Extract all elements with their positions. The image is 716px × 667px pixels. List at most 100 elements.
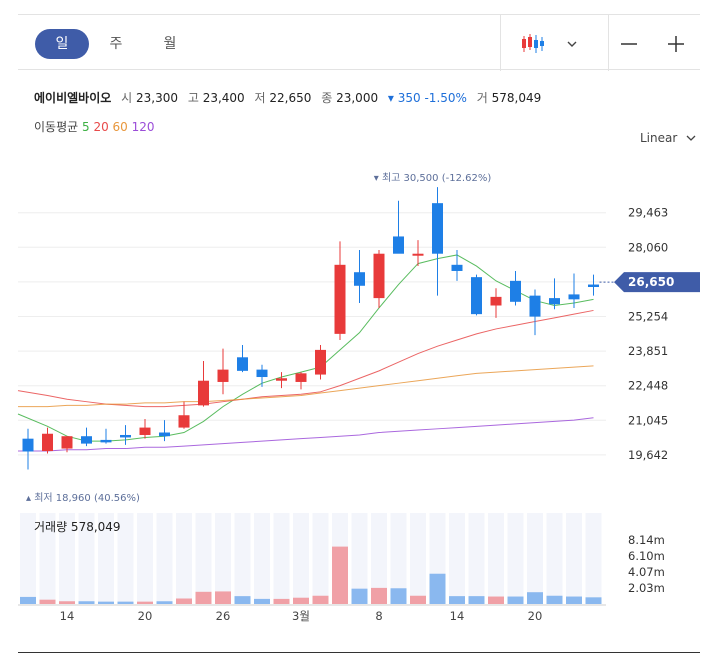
ma-line-ma120 xyxy=(18,417,594,452)
volume-bg xyxy=(215,513,231,604)
volume-label: 거 xyxy=(476,91,488,105)
volume-bg xyxy=(117,513,134,604)
x-tick-label: 26 xyxy=(216,609,231,623)
volume-bg xyxy=(176,513,192,604)
toolbar-divider-2 xyxy=(608,15,609,71)
candle-body xyxy=(22,438,34,452)
volume-bar xyxy=(566,596,582,604)
zoom-out-button[interactable] xyxy=(618,33,640,55)
candle-body xyxy=(393,236,404,254)
candle-body xyxy=(354,272,365,286)
volume-bg xyxy=(293,513,309,604)
chart-type-button[interactable] xyxy=(518,33,550,55)
candle-body xyxy=(373,253,385,299)
y-tick-label: 28,060 xyxy=(628,240,668,254)
scale-selector[interactable]: Linear xyxy=(640,131,697,145)
toolbar-divider xyxy=(500,15,501,71)
volume-bar xyxy=(176,598,192,604)
volume-bg xyxy=(20,513,36,604)
volume-value: 578,049 xyxy=(491,91,542,105)
volume-bar xyxy=(98,601,114,604)
volume-bg xyxy=(507,513,524,604)
volume-bar xyxy=(195,591,212,604)
volume-bg xyxy=(234,513,251,604)
volume-bar xyxy=(390,588,407,604)
high-label: 고 xyxy=(187,91,199,105)
volume-title: 거래량 578,049 xyxy=(34,520,121,534)
ma-line-ma60 xyxy=(18,365,594,408)
volume-tick-label: 8.14m xyxy=(628,533,665,547)
chevron-down-icon[interactable] xyxy=(562,33,582,55)
scale-label: Linear xyxy=(640,131,678,145)
candle-body xyxy=(256,369,268,378)
candle-body xyxy=(276,378,287,381)
candle-body xyxy=(451,264,463,271)
close-value: 23,000 xyxy=(336,91,379,105)
volume-bar xyxy=(546,595,563,604)
volume-bar xyxy=(585,597,602,604)
candle-body xyxy=(315,349,326,375)
zoom-in-button[interactable] xyxy=(665,33,687,55)
candle-body xyxy=(529,295,541,317)
volume-bg xyxy=(566,513,582,604)
volume-bar xyxy=(273,598,290,604)
ma-legend-item: 120 xyxy=(127,120,155,134)
volume-tick-label: 6.10m xyxy=(628,549,665,563)
volume-bar xyxy=(312,595,329,604)
volume-bar xyxy=(20,596,36,604)
chevron-down-icon xyxy=(686,135,696,141)
volume-bg xyxy=(351,513,368,604)
tab-day[interactable]: 일 xyxy=(35,29,89,59)
volume-bar xyxy=(332,546,348,604)
volume-bg xyxy=(312,513,329,604)
volume-bar xyxy=(488,596,504,604)
volume-bg xyxy=(488,513,504,604)
tab-month[interactable]: 월 xyxy=(163,36,177,52)
candle-body xyxy=(178,415,190,428)
candlestick-icon xyxy=(522,34,544,53)
volume-bar xyxy=(449,596,465,604)
candle-body xyxy=(295,373,307,382)
volume-bar xyxy=(215,591,231,604)
minus-icon xyxy=(621,43,637,45)
candle-body xyxy=(237,357,248,371)
stock-name: 에이비엘바이오 xyxy=(34,91,112,105)
candle-body xyxy=(432,203,443,254)
volume-bar xyxy=(59,601,75,604)
volume-bar xyxy=(156,601,173,604)
volume-bg xyxy=(273,513,290,604)
candle-body xyxy=(120,434,131,438)
close-label: 종 xyxy=(321,91,333,105)
volume-bg xyxy=(410,513,426,604)
low-label: 저 xyxy=(254,91,266,105)
candle-body xyxy=(42,433,53,452)
volume-bar xyxy=(351,588,368,604)
low-value: 22,650 xyxy=(269,91,312,105)
volume-bg xyxy=(429,513,446,604)
y-tick-label: 19,642 xyxy=(628,448,668,462)
candle-body xyxy=(198,380,209,406)
volume-bar xyxy=(117,601,134,604)
high-value: 23,400 xyxy=(202,91,245,105)
volume-bar xyxy=(527,592,543,604)
volume-bar xyxy=(410,595,426,604)
current-price-badge xyxy=(614,272,700,293)
volume-bg xyxy=(137,513,153,604)
volume-bar xyxy=(429,573,446,604)
tab-week[interactable]: 주 xyxy=(109,36,123,52)
ma-legend-item: 5 xyxy=(82,120,90,134)
stock-summary: 에이비엘바이오 시 23,300 고 23,400 저 22,650 종 23,… xyxy=(34,89,547,106)
x-tick-label: 8 xyxy=(375,609,382,623)
change-value: ▾ 350 -1.50% xyxy=(387,91,467,105)
volume-bg xyxy=(39,513,56,604)
y-tick-label: 25,254 xyxy=(628,310,668,324)
open-label: 시 xyxy=(121,91,133,105)
x-tick-label: 14 xyxy=(60,609,75,623)
volume-bg xyxy=(390,513,407,604)
y-tick-label: 22,448 xyxy=(628,379,668,393)
ma-legend-item: 20 xyxy=(89,120,109,134)
candle-body xyxy=(568,294,580,300)
ma-line-ma5 xyxy=(17,254,594,442)
candle-body xyxy=(334,264,346,334)
ma-legend-label: 이동평균 xyxy=(34,120,79,134)
